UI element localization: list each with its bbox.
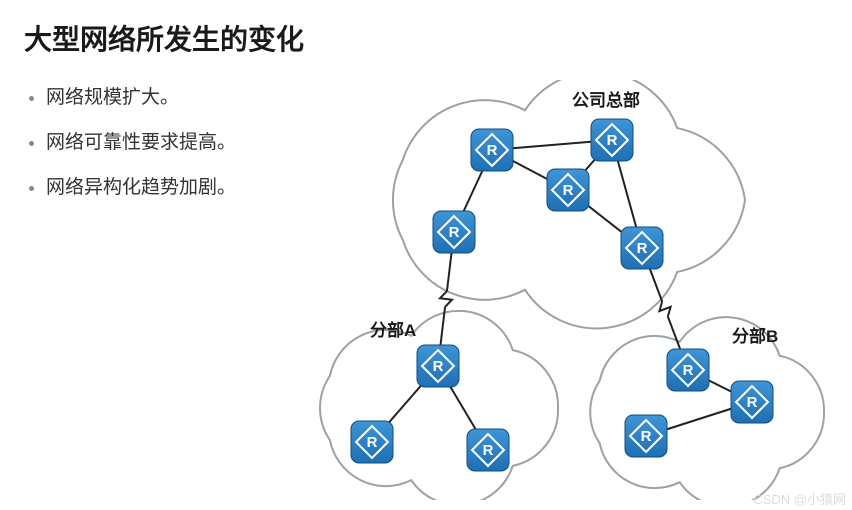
list-item: 网络可靠性要求提高。 xyxy=(46,127,236,154)
cloud-label: 分部B xyxy=(732,326,778,346)
router-icon: R xyxy=(731,381,773,423)
router-icon: R xyxy=(547,169,589,211)
router-icon: R xyxy=(625,415,667,457)
svg-text:R: R xyxy=(487,142,498,159)
router-icon: R xyxy=(591,119,633,161)
wan-link-icon xyxy=(659,302,670,317)
bullet-list: 网络规模扩大。 网络可靠性要求提高。 网络异构化趋势加剧。 xyxy=(24,82,236,217)
cloud-branchA xyxy=(320,311,558,500)
svg-text:R: R xyxy=(433,358,444,375)
svg-text:R: R xyxy=(683,362,694,379)
svg-text:R: R xyxy=(449,224,460,241)
svg-text:R: R xyxy=(747,394,758,411)
list-item: 网络异构化趋势加剧。 xyxy=(46,172,236,199)
svg-text:R: R xyxy=(367,434,378,451)
network-diagram: R R R R R R R R R R R 公司总部分部A 分部B xyxy=(290,80,840,500)
cloud-label: 公司总部 xyxy=(572,90,640,110)
svg-text:R: R xyxy=(637,240,648,257)
svg-text:R: R xyxy=(641,428,652,445)
router-icon: R xyxy=(667,349,709,391)
svg-text:R: R xyxy=(563,182,574,199)
router-icon: R xyxy=(417,345,459,387)
cloud-branchB xyxy=(590,317,824,500)
watermark: CSDN @小猿网 xyxy=(753,489,846,508)
router-icon: R xyxy=(471,129,513,171)
list-item: 网络规模扩大。 xyxy=(46,82,236,109)
svg-text:R: R xyxy=(483,442,494,459)
svg-text:R: R xyxy=(607,132,618,149)
router-icon: R xyxy=(351,421,393,463)
page-title: 大型网络所发生的变化 xyxy=(24,18,304,58)
cloud-label: 分部A xyxy=(370,320,416,340)
router-icon: R xyxy=(433,211,475,253)
router-icon: R xyxy=(621,227,663,269)
router-icon: R xyxy=(467,429,509,471)
